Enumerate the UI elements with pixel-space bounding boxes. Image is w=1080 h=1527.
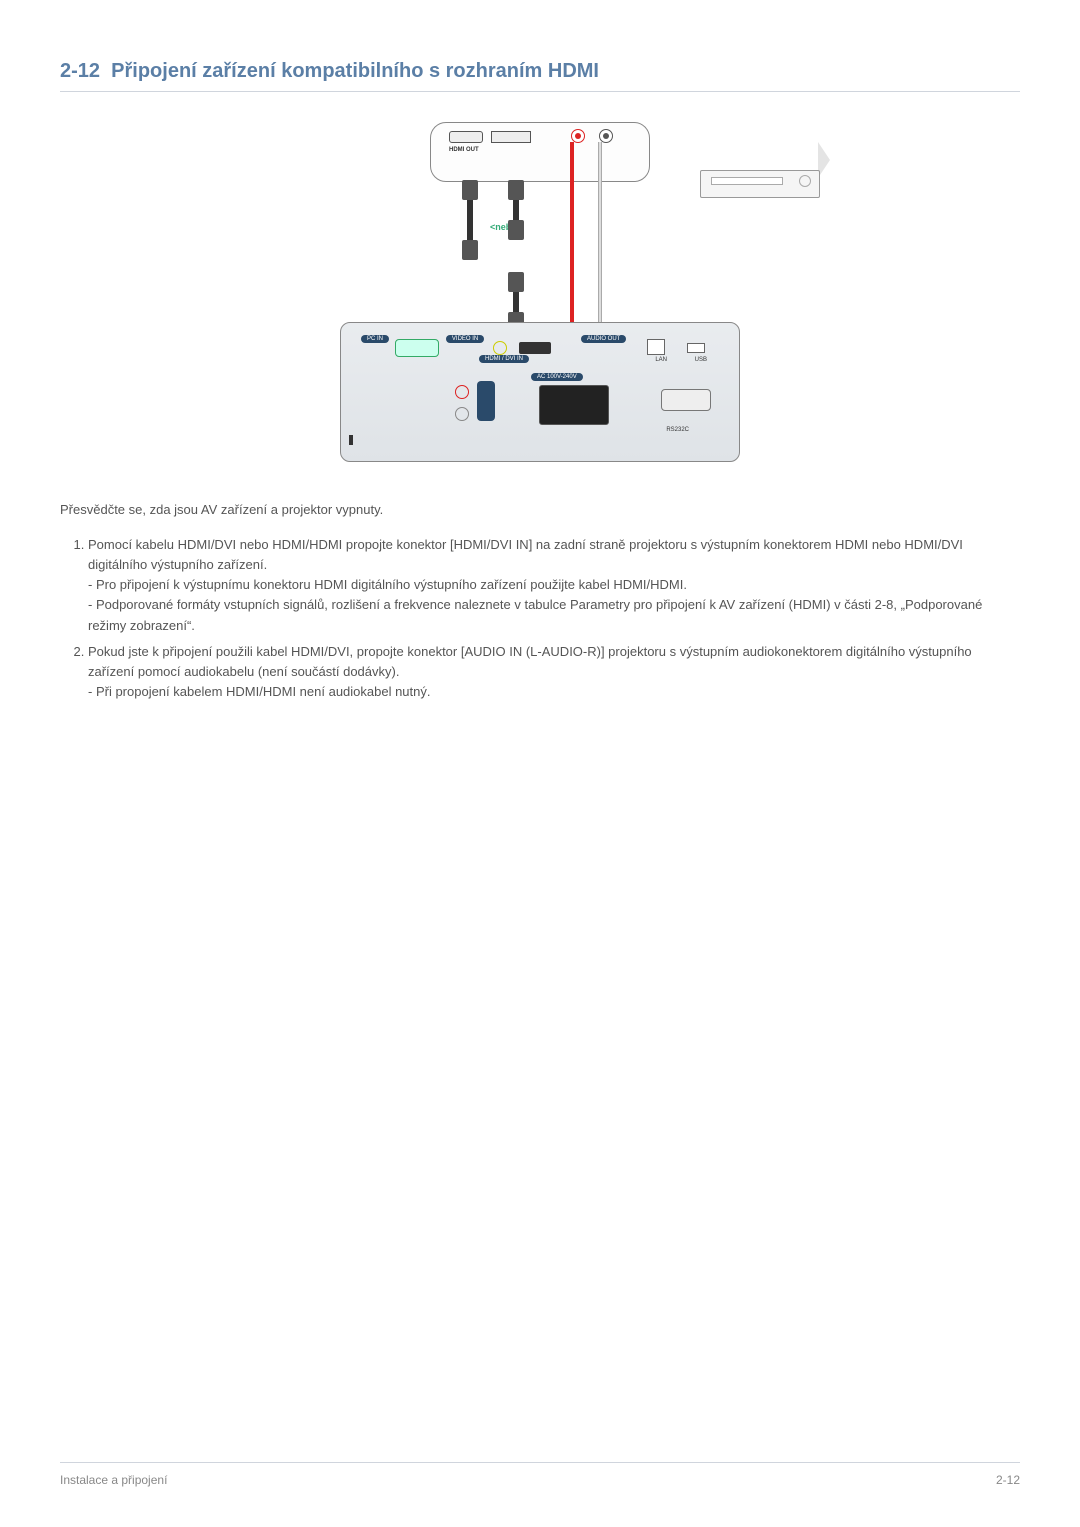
audio-out-label: AUDIO OUT: [581, 335, 626, 343]
instruction-list: Pomocí kabelu HDMI/DVI nebo HDMI/HDMI pr…: [60, 535, 1020, 708]
section-heading: 2-12 Připojení zařízení kompatibilního s…: [60, 60, 1020, 92]
audio-cable-red-icon: [570, 142, 574, 352]
rca-white-jack-icon: [599, 129, 613, 143]
rs232-port-icon: [661, 389, 711, 411]
document-page: 2-12 Připojení zařízení kompatibilního s…: [0, 0, 1080, 1527]
footer-right: 2-12: [996, 1473, 1020, 1487]
hdmi-cable-a-icon: [462, 180, 478, 260]
step-text: Pokud jste k připojení použili kabel HDM…: [88, 644, 972, 679]
power-socket-icon: [539, 385, 609, 425]
instruction-step: Pokud jste k připojení použili kabel HDM…: [88, 642, 1020, 702]
step-text: Pomocí kabelu HDMI/DVI nebo HDMI/HDMI pr…: [88, 537, 963, 572]
hdmi-port2-icon: [491, 131, 531, 143]
lan-port-icon: [647, 339, 665, 355]
dvd-player-icon: [700, 170, 820, 198]
intro-paragraph: Přesvědčte se, zda jsou AV zařízení a pr…: [60, 502, 1020, 517]
step-sub: - Pro připojení k výstupnímu konektoru H…: [88, 575, 1020, 595]
footer-left: Instalace a připojení: [60, 1473, 167, 1487]
rs232-label: RS232C: [666, 427, 689, 433]
projector-back-panel: PC IN VIDEO IN AUDIO OUT LAN USB HDMI / …: [340, 322, 740, 462]
audio-cable-white-icon: [598, 142, 602, 352]
usb-text-label: USB: [695, 357, 707, 363]
hdmi-out-label: HDMI OUT: [449, 147, 479, 153]
instruction-step: Pomocí kabelu HDMI/DVI nebo HDMI/HDMI pr…: [88, 535, 1020, 636]
hdmi-cable-b-top-icon: [508, 180, 524, 240]
video-in-label: VIDEO IN: [446, 335, 484, 343]
lan-text-label: LAN: [655, 357, 667, 363]
page-footer: Instalace a připojení 2-12: [60, 1462, 1020, 1487]
rca-red-jack-icon: [571, 129, 585, 143]
audio-in-label-icon: [477, 381, 495, 421]
vga-port-icon: [395, 339, 439, 357]
section-title: Připojení zařízení kompatibilního s rozh…: [111, 60, 599, 82]
step-sub: - Při propojení kabelem HDMI/HDMI není a…: [88, 682, 1020, 702]
usb-port-icon: [687, 343, 705, 353]
hdmi-port-icon: [449, 131, 483, 143]
hdmi-dvi-in-label: HDMI / DVI IN: [479, 355, 529, 363]
composite-jack-icon: [493, 341, 507, 355]
reset-hole-icon: [349, 435, 353, 445]
section-number: 2-12: [60, 60, 100, 82]
pc-in-label: PC IN: [361, 335, 389, 343]
connection-diagram: HDMI OUT <nebo> PC IN VIDEO IN: [60, 122, 1020, 462]
source-device: HDMI OUT: [430, 122, 650, 182]
step-sub: - Podporované formáty vstupních signálů,…: [88, 595, 1020, 635]
audio-in-white-jack-icon: [455, 407, 469, 421]
ac-power-label: AC 100V-240V: [531, 373, 583, 381]
diagram-canvas: HDMI OUT <nebo> PC IN VIDEO IN: [340, 122, 740, 462]
audio-in-red-jack-icon: [455, 385, 469, 399]
hdmi-in-port-icon: [519, 342, 551, 354]
